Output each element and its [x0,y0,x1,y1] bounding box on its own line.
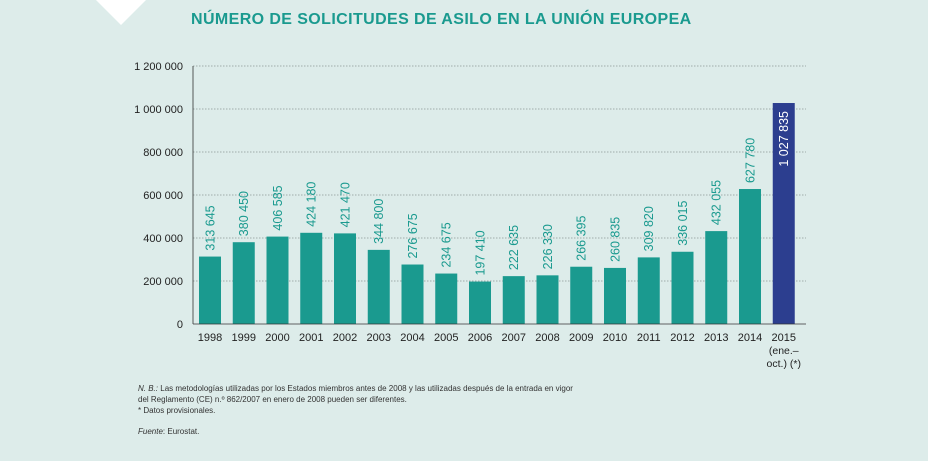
bar [266,236,289,324]
bar-value-label: 197 410 [474,230,488,275]
bar [502,276,525,324]
x-tick-label: 2015 [772,332,796,344]
chart-title: NÚMERO DE SOLICITUDES DE ASILO EN LA UNI… [191,11,692,28]
bar [401,264,424,324]
x-tick-label: 2002 [333,332,357,344]
y-axis-tick-labels: 0 200 000 400 000 600 000 800 000 1 000 000 1 … [134,61,183,331]
x-tick-label: 2003 [367,332,391,344]
bar-value-label: 627 780 [744,138,758,183]
source-text: : Eurostat. [162,427,200,436]
bar [300,232,323,324]
bar [334,233,356,324]
bar [637,257,660,324]
x-axis-tick-labels: 1998 1999 2000 2001 2002 2003 2004 2005 2006 2007… [198,332,801,370]
bar-value-label: 424 180 [305,182,319,227]
note-prefix: N. B.: [138,384,159,393]
bar [671,251,694,324]
bar-value-label: 432 055 [710,180,724,225]
note-line-1: Las metodologías utilizadas por los Esta… [158,384,573,393]
bar-value-label: 309 820 [642,206,656,251]
bar [435,273,458,324]
bar-value-label: 226 330 [541,224,555,269]
x-tick-label: 2011 [637,332,661,344]
y-tick-label: 200 000 [143,276,183,288]
y-tick-label: 800 000 [143,147,183,159]
x-tick-label: 2010 [603,332,627,344]
y-tick-label: 600 000 [143,190,183,202]
x-tick-label: 2012 [670,332,694,344]
y-tick-label: 400 000 [143,233,183,245]
bar-chart: 0 200 000 400 000 600 000 800 000 1 000 000 1 … [134,61,806,370]
x-tick-label: 2006 [468,332,492,344]
bar-value-label: 1 027 835 [777,111,791,167]
bar [739,189,761,324]
bar-value-label: 266 395 [575,215,589,260]
source-note: Fuente: Eurostat. [138,426,573,437]
y-tick-label: 1 000 000 [134,104,183,116]
provisional-note: * Datos provisionales. [138,406,216,415]
bar-value-label: 222 635 [507,225,521,270]
x-tick-label: 1999 [232,332,256,344]
bar [604,267,626,324]
methodology-note: N. B.: Las metodologías utilizadas por l… [138,383,573,394]
corner-notch-decoration [96,0,146,25]
x-tick-label: 2007 [502,332,526,344]
x-tick-label-note: (ene.– [769,345,799,357]
bar-value-label: 260 835 [609,217,623,262]
bar-value-label: 313 645 [204,205,218,250]
bar-value-label: 406 585 [271,185,285,230]
x-tick-label: 2005 [434,332,458,344]
x-tick-label: 2009 [569,332,593,344]
bars [199,103,795,324]
bar-value-label: 276 675 [406,213,420,258]
x-tick-label: 2001 [299,332,323,344]
bar [570,266,593,324]
bar-value-label: 234 675 [440,222,454,267]
bar [705,231,728,324]
x-tick-label: 1998 [198,332,222,344]
source-label: Fuente [138,427,163,436]
y-tick-label: 1 200 000 [134,61,183,73]
bar [199,256,221,324]
bar-value-label: 336 015 [676,201,690,246]
bar-value-label: 344 800 [372,199,386,244]
bar [772,103,795,324]
bar [469,281,491,324]
x-tick-label: 2008 [535,332,559,344]
x-tick-label: 2013 [704,332,728,344]
bar-value-labels: 313 645 380 450 406 585 424 180 421 470 344 8… [204,111,792,276]
x-tick-label: 2014 [738,332,762,344]
bar [536,275,559,324]
y-tick-label: 0 [177,319,183,331]
bar-value-label: 421 470 [339,182,353,227]
gridlines [193,65,806,282]
x-tick-label: 2004 [400,332,424,344]
note-line-2: del Reglamento (CE) n.º 862/2007 en ener… [138,395,407,404]
chart-notes: N. B.: Las metodologías utilizadas por l… [138,383,573,437]
bar [367,249,390,324]
x-tick-label-note: oct.) (*) [767,358,801,370]
bar-value-label: 380 450 [237,191,251,236]
bar [232,242,255,324]
x-tick-label: 2000 [265,332,289,344]
